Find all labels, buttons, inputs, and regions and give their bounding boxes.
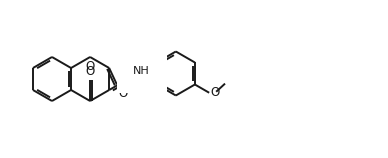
Text: NH: NH bbox=[133, 66, 150, 76]
Text: O: O bbox=[210, 86, 220, 99]
Text: O: O bbox=[85, 65, 95, 78]
Text: O: O bbox=[119, 88, 128, 100]
Text: O: O bbox=[85, 60, 95, 73]
